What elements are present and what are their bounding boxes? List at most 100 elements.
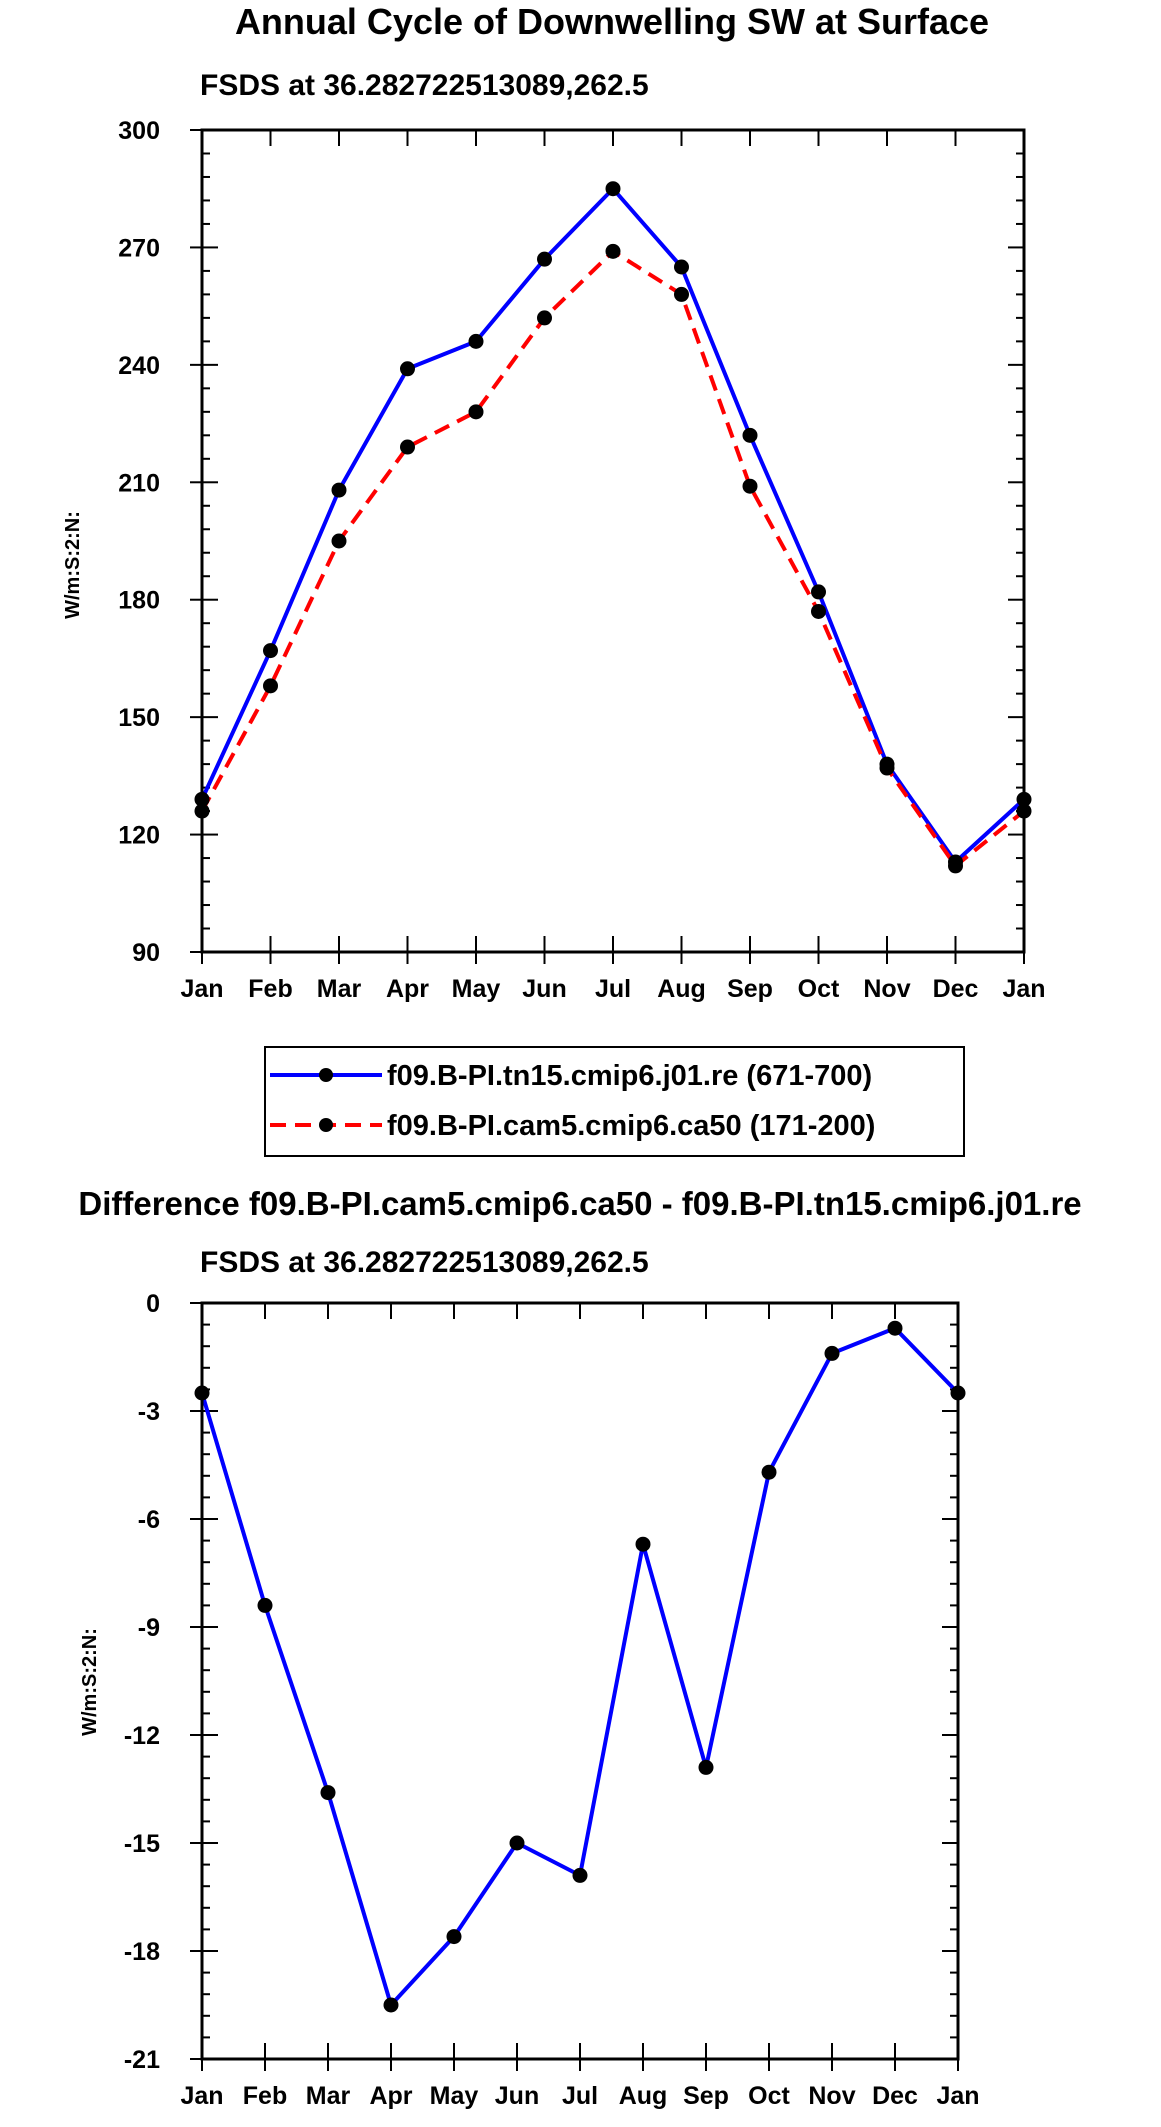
top-data-point (468, 333, 484, 349)
bottom-data-point (698, 1759, 714, 1775)
x-tick-label: Aug (657, 975, 706, 1003)
y-tick-label: -3 (138, 1398, 160, 1426)
x-tick-label: Oct (798, 975, 840, 1003)
x-tick-label: Apr (369, 2082, 412, 2110)
x-tick-label: Aug (619, 2082, 668, 2110)
y-tick-label: -21 (124, 2046, 160, 2074)
x-tick-label: Nov (863, 975, 910, 1003)
top-data-point (605, 181, 621, 197)
top-data-point (879, 760, 895, 776)
top-subtitle: FSDS at 36.282722513089,262.5 (200, 69, 649, 102)
x-tick-label: Feb (243, 2082, 287, 2110)
bottom-y-tick-labels: -21 -18 -15 -12 -9 -6 -3 0 (124, 1290, 160, 2074)
top-data-point (674, 259, 689, 275)
top-data-point (331, 482, 347, 498)
bottom-ticks (190, 1302, 959, 2071)
top-series-line-2 (200, 249, 1026, 868)
bottom-data-point (446, 1929, 462, 1945)
bottom-data-point (257, 1597, 273, 1613)
bottom-data-point (572, 1867, 588, 1883)
y-tick-label: 120 (118, 822, 160, 850)
x-tick-label: Jan (180, 975, 223, 1003)
x-tick-label: Jul (595, 975, 631, 1003)
y-tick-label: 240 (118, 352, 160, 380)
x-tick-label: Sep (727, 975, 773, 1003)
x-tick-label: Mar (306, 2082, 351, 2110)
top-series-line-1 (200, 186, 1026, 864)
x-tick-label: Dec (872, 2082, 918, 2110)
y-tick-label: 90 (132, 939, 160, 967)
x-tick-label: Jul (562, 2082, 598, 2110)
bottom-series-line-1 (200, 1326, 960, 2007)
x-tick-label: Jan (1002, 975, 1045, 1003)
y-tick-label: 180 (118, 587, 160, 615)
top-data-point (811, 584, 826, 600)
y-tick-label: -12 (124, 1722, 160, 1750)
x-tick-label: Oct (748, 2082, 790, 2110)
x-tick-label: Feb (248, 975, 292, 1003)
bottom-data-point (635, 1536, 651, 1552)
top-data-point (263, 678, 278, 694)
bottom-data-point (761, 1464, 777, 1480)
y-tick-label: -9 (138, 1614, 160, 1642)
bottom-title: Difference f09.B-PI.cam5.cmip6.ca50 - f0… (78, 1185, 1081, 1222)
top-data-point (811, 603, 826, 619)
y-tick-label: 0 (146, 1290, 160, 1318)
bottom-plot-frame (200, 1301, 960, 2061)
legend-label-2: f09.B-PI.cam5.cmip6.ca50 (171-200) (387, 1110, 875, 1142)
top-data-point (605, 243, 621, 259)
y-tick-label: -15 (124, 1830, 160, 1858)
top-data-point (537, 251, 552, 267)
bottom-series (194, 1320, 966, 2013)
x-tick-label: Nov (808, 2082, 855, 2110)
top-y-axis-label: W/m:S:2:N: (62, 511, 84, 619)
legend-box (264, 1046, 965, 1157)
top-data-point (400, 361, 415, 377)
top-data-point (468, 404, 484, 420)
x-tick-label: Jun (522, 975, 566, 1003)
y-tick-label: 210 (118, 469, 160, 497)
top-data-point (742, 427, 758, 443)
top-x-tick-labels: Jan Feb Mar Apr May Jun Jul Aug Sep Oct Nov Dec Jan (180, 975, 1045, 1003)
top-y-tick-labels: 90 120 150 180 210 240 270 300 (118, 117, 160, 967)
x-tick-label: May (430, 2082, 479, 2110)
x-tick-label: Jun (495, 2082, 539, 2110)
legend: f09.B-PI.tn15.cmip6.j01.re (671-700) f09… (264, 1046, 965, 1157)
bottom-x-tick-labels: Jan Feb Mar Apr May Jun Jul Aug Sep Oct Nov Dec Jan (180, 2082, 979, 2110)
bottom-data-point (320, 1785, 336, 1801)
top-data-point (948, 858, 963, 874)
bottom-panel: Difference f09.B-PI.cam5.cmip6.ca50 - f0… (78, 1185, 1081, 2110)
x-tick-label: Apr (386, 975, 429, 1003)
x-tick-label: Jan (180, 2082, 223, 2110)
top-data-point (742, 478, 758, 494)
top-data-point (331, 533, 347, 549)
x-tick-label: May (452, 975, 501, 1003)
y-tick-label: 270 (118, 234, 160, 262)
x-tick-label: Mar (317, 975, 362, 1003)
y-tick-label: 150 (118, 704, 160, 732)
y-tick-label: -18 (124, 1938, 160, 1966)
top-data-point (537, 310, 552, 326)
top-panel: Annual Cycle of Downwelling SW at Surfac… (62, 1, 1046, 1157)
top-data-point (674, 286, 689, 302)
legend-label-1: f09.B-PI.tn15.cmip6.j01.re (671-700) (387, 1060, 872, 1092)
top-plot-frame (200, 128, 1026, 954)
y-tick-label: 300 (118, 117, 160, 145)
top-data-point (400, 439, 415, 455)
x-tick-label: Sep (683, 2082, 729, 2110)
y-tick-label: -6 (138, 1506, 160, 1534)
bottom-data-point (509, 1835, 525, 1851)
bottom-y-axis-label: W/m:S:2:N: (79, 1628, 101, 1736)
top-series (194, 181, 1032, 874)
bottom-subtitle: FSDS at 36.282722513089,262.5 (200, 1246, 649, 1279)
x-tick-label: Dec (933, 975, 979, 1003)
bottom-data-point (824, 1345, 840, 1361)
x-tick-label: Jan (936, 2082, 979, 2110)
top-title: Annual Cycle of Downwelling SW at Surfac… (235, 1, 989, 42)
top-data-point (263, 643, 278, 659)
bottom-data-point (383, 1997, 399, 2013)
bottom-data-point (887, 1320, 903, 1336)
legend-marker-2 (319, 1118, 333, 1132)
legend-marker-1 (319, 1068, 333, 1082)
